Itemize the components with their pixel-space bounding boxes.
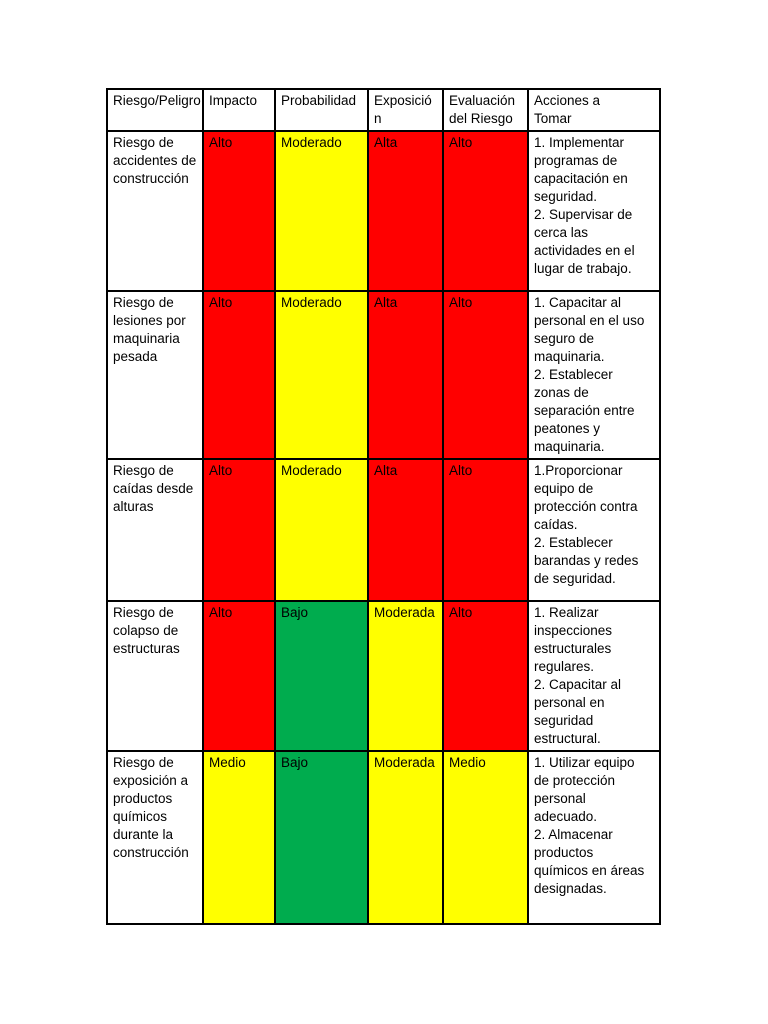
risk-assessment-table: Riesgo/Peligro Impacto Probabilidad Expo… bbox=[106, 88, 661, 925]
impacto-cell: Alto bbox=[202, 130, 276, 292]
probabilidad-cell: Moderado bbox=[274, 130, 369, 292]
acciones-cell: 1. Capacitar al personal en el uso segur… bbox=[527, 290, 661, 460]
impacto-cell: Medio bbox=[202, 750, 276, 925]
impacto-cell: Alto bbox=[202, 458, 276, 602]
probabilidad-cell: Bajo bbox=[274, 750, 369, 925]
col-header-riesgo-peligro: Riesgo/Peligro bbox=[106, 88, 204, 132]
riesgo-cell: Riesgo de lesiones por maquinaria pesada bbox=[106, 290, 204, 460]
riesgo-cell: Riesgo de exposición a productos químico… bbox=[106, 750, 204, 925]
table-row: Riesgo de colapso de estructuras Alto Ba… bbox=[106, 600, 661, 752]
acciones-cell: 1.Proporcionar equipo de protección cont… bbox=[527, 458, 661, 602]
table-row: Riesgo de lesiones por maquinaria pesada… bbox=[106, 290, 661, 460]
evaluacion-cell: Alto bbox=[442, 130, 529, 292]
probabilidad-cell: Moderado bbox=[274, 290, 369, 460]
acciones-cell: 1. Utilizar equipo de protección persona… bbox=[527, 750, 661, 925]
riesgo-cell: Riesgo de accidentes de construcción bbox=[106, 130, 204, 292]
impacto-cell: Alto bbox=[202, 290, 276, 460]
exposicion-cell: Moderada bbox=[367, 750, 444, 925]
evaluacion-cell: Medio bbox=[442, 750, 529, 925]
table-row: Riesgo de exposición a productos químico… bbox=[106, 750, 661, 925]
table-row: Riesgo de accidentes de construcción Alt… bbox=[106, 130, 661, 292]
col-header-probabilidad: Probabilidad bbox=[274, 88, 369, 132]
probabilidad-cell: Moderado bbox=[274, 458, 369, 602]
evaluacion-cell: Alto bbox=[442, 458, 529, 602]
impacto-cell: Alto bbox=[202, 600, 276, 752]
exposicion-cell: Alta bbox=[367, 458, 444, 602]
riesgo-cell: Riesgo de caídas desde alturas bbox=[106, 458, 204, 602]
evaluacion-cell: Alto bbox=[442, 600, 529, 752]
col-header-evaluacion-del-riesgo: Evaluación del Riesgo bbox=[442, 88, 529, 132]
evaluacion-cell: Alto bbox=[442, 290, 529, 460]
col-header-exposicion: Exposición bbox=[367, 88, 444, 132]
acciones-cell: 1. Realizar inspecciones estructurales r… bbox=[527, 600, 661, 752]
exposicion-cell: Alta bbox=[367, 290, 444, 460]
probabilidad-cell: Bajo bbox=[274, 600, 369, 752]
col-header-acciones-a-tomar: Acciones a Tomar bbox=[527, 88, 661, 132]
exposicion-cell: Alta bbox=[367, 130, 444, 292]
table-row: Riesgo de caídas desde alturas Alto Mode… bbox=[106, 458, 661, 602]
header-row: Riesgo/Peligro Impacto Probabilidad Expo… bbox=[106, 88, 661, 132]
exposicion-cell: Moderada bbox=[367, 600, 444, 752]
acciones-cell: 1. Implementar programas de capacitación… bbox=[527, 130, 661, 292]
col-header-impacto: Impacto bbox=[202, 88, 276, 132]
riesgo-cell: Riesgo de colapso de estructuras bbox=[106, 600, 204, 752]
